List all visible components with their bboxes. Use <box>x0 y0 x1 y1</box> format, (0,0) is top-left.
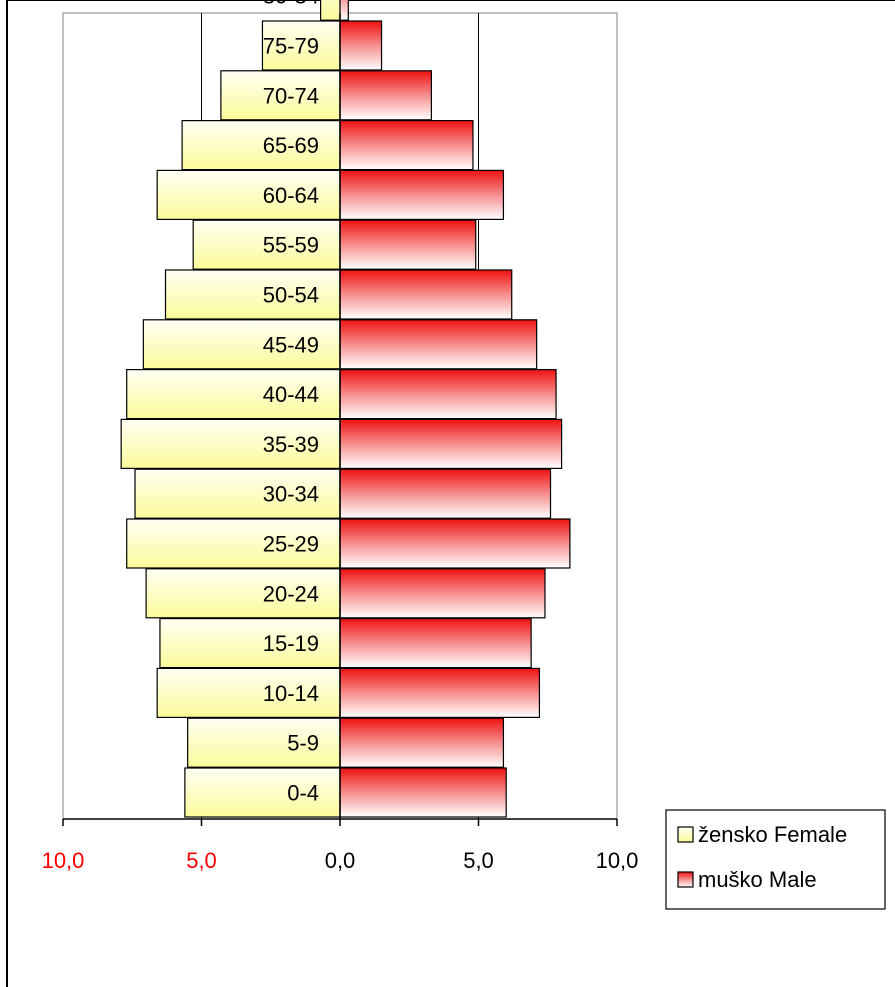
bar-male <box>339 568 546 619</box>
legend-label: muško Male <box>698 867 817 892</box>
legend-label: žensko Female <box>698 822 847 847</box>
category-label: 55-59 <box>263 233 319 258</box>
x-tick-label: 0,0 <box>325 848 356 873</box>
legend-box <box>665 809 886 910</box>
x-axis: 10,0 5,0 0,0 5,0 10,0 <box>42 818 639 873</box>
category-label: 65-69 <box>263 133 319 158</box>
bar-female <box>126 369 341 420</box>
bar-male <box>339 20 383 71</box>
bar-female <box>220 70 341 121</box>
bar-female <box>156 169 341 220</box>
category-label: 30-34 <box>263 482 319 507</box>
bar-female <box>164 269 341 320</box>
category-label: 60-64 <box>263 183 319 208</box>
bar-male <box>339 468 552 519</box>
bars <box>120 0 571 818</box>
category-labels: 0-4 5-9 10-14 15-19 20-24 25-29 30-34 35-39 40-4… <box>263 0 319 806</box>
bar-female <box>126 518 341 569</box>
x-tick-label: 5,0 <box>463 848 494 873</box>
bar-female <box>184 767 341 818</box>
bar-female <box>134 468 341 519</box>
bar-male <box>339 617 532 669</box>
category-label: 20-24 <box>263 581 319 606</box>
category-label: 0-4 <box>287 781 319 806</box>
bar-male <box>339 418 563 469</box>
bar-male <box>339 219 477 270</box>
bar-female <box>181 119 341 171</box>
category-label: 45-49 <box>263 332 319 357</box>
bar-female <box>145 568 341 619</box>
bar-male <box>339 667 541 719</box>
bar-female <box>159 617 341 669</box>
category-label: 10-14 <box>263 681 319 706</box>
category-label: 35-39 <box>263 432 319 457</box>
bar-male <box>339 0 349 21</box>
bar-female <box>142 319 341 370</box>
bar-male <box>339 319 538 370</box>
bar-female <box>120 418 341 469</box>
bar-male <box>339 717 505 768</box>
category-label: 5-9 <box>287 731 319 756</box>
bar-male <box>339 70 433 121</box>
bar-female <box>320 0 341 21</box>
legend: žensko Female muško Male <box>665 809 886 910</box>
bar-male <box>339 269 513 320</box>
category-label: 80-84 <box>263 0 319 9</box>
bar-male <box>339 518 571 569</box>
category-label: 25-29 <box>263 532 319 557</box>
legend-swatch-male <box>677 871 694 888</box>
category-label: 70-74 <box>263 83 319 108</box>
category-label: 75-79 <box>263 34 319 59</box>
category-label: 50-54 <box>263 283 319 308</box>
bar-male <box>339 369 557 420</box>
x-tick-label: 10,0 <box>42 848 85 873</box>
x-tick-label: 10,0 <box>596 848 639 873</box>
legend-swatch-female <box>677 826 694 843</box>
x-tick-label: 5,0 <box>186 848 217 873</box>
bar-male <box>339 119 474 171</box>
category-label: 40-44 <box>263 382 319 407</box>
category-label: 15-19 <box>263 631 319 656</box>
bar-female <box>192 219 341 270</box>
bar-female <box>261 20 341 71</box>
bar-male <box>339 169 505 220</box>
bar-male <box>339 767 507 818</box>
